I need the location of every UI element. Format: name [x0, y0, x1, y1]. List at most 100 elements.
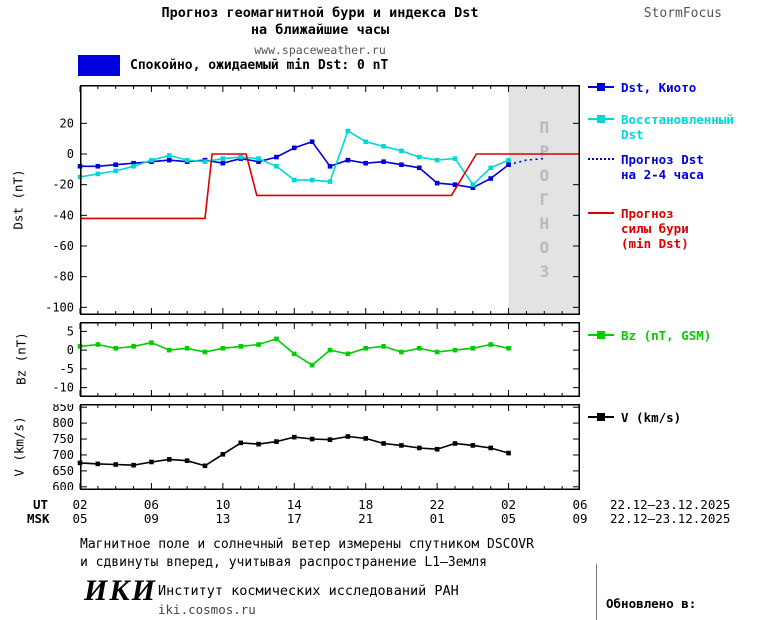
v-marker	[220, 452, 226, 457]
y-tick-label: -80	[52, 270, 74, 284]
bz-marker	[184, 345, 190, 351]
dst-kyoto-marker	[256, 159, 261, 164]
bz-marker	[202, 349, 208, 355]
v-marker	[274, 439, 279, 444]
plot-border	[80, 322, 580, 397]
forecast-band	[508, 86, 579, 314]
stormfocus-brand: StormFocus	[643, 6, 722, 21]
v-marker	[345, 434, 351, 439]
v-marker	[184, 458, 190, 463]
ut-date-range: 22.12–23.12.2025	[610, 497, 731, 512]
status-color-swatch	[78, 55, 120, 76]
bz-marker	[452, 347, 458, 353]
v-line	[79, 435, 509, 467]
dst-restored-marker	[220, 156, 226, 161]
bz-marker	[506, 345, 511, 351]
legend-label: Прогноз Dst	[621, 152, 704, 167]
v-marker	[95, 461, 101, 467]
dst-restored-marker	[345, 128, 351, 134]
y-tick-label: 5	[67, 324, 74, 338]
legend-dst-kyoto: Dst, Киото	[588, 80, 696, 95]
bz-marker	[149, 340, 154, 345]
legend-label: Bz (nT, GSM)	[621, 328, 712, 343]
bz-marker	[470, 345, 476, 351]
x-tick-label: 06	[572, 497, 588, 512]
dst-restored-marker	[434, 157, 440, 163]
dst-kyoto-marker	[488, 176, 494, 181]
v-marker	[202, 463, 208, 469]
x-tick-label: 13	[215, 511, 231, 526]
x-tick-label: 22	[429, 497, 445, 512]
bz-marker	[381, 344, 386, 349]
dst-restored-marker	[274, 163, 279, 169]
v-marker	[166, 457, 172, 462]
bz-marker	[113, 345, 119, 351]
dst-kyoto-marker	[470, 185, 476, 191]
status-text: Спокойно, ожидаемый min Dst: 0 nT	[130, 58, 389, 73]
dst-restored-marker	[166, 153, 172, 158]
legend-label: силы бури	[621, 221, 689, 236]
bz-legend-marker	[588, 329, 614, 342]
v-marker	[506, 450, 511, 456]
bz-marker	[363, 345, 369, 351]
dst-restored-marker	[131, 163, 136, 169]
bz-marker	[488, 342, 494, 347]
bz-marker	[166, 347, 172, 353]
v-axis-label: V (km/s)	[11, 416, 27, 477]
x-tick-label: 09	[572, 511, 588, 526]
dst-restored-legend-marker	[588, 113, 614, 126]
dst-restored-marker	[399, 148, 404, 154]
legend-label: Прогноз	[621, 206, 674, 221]
bz-marker	[291, 351, 297, 357]
v-marker	[434, 446, 440, 452]
y-tick-label: 700	[52, 448, 74, 462]
v-marker	[416, 445, 422, 451]
v-marker	[488, 445, 494, 451]
msk-axis-name: MSK	[27, 511, 50, 526]
v-marker	[131, 462, 136, 468]
dst-kyoto-marker	[274, 154, 279, 160]
institute-name: Институт космических исследований РАН	[158, 583, 459, 599]
bz-marker	[345, 351, 351, 357]
dst-kyoto-marker	[434, 180, 440, 186]
msk-axis-row: MSK 22.12–23.12.2025 05 09 13 17 21 01 05 09	[0, 511, 760, 526]
dst-forecast-line	[508, 157, 545, 166]
x-tick-label: 18	[358, 497, 374, 512]
v-marker	[149, 459, 154, 465]
msk-date-range: 22.12–23.12.2025	[610, 511, 731, 526]
bz-marker	[416, 345, 422, 351]
y-tick-label: 600	[52, 480, 74, 490]
dst-kyoto-marker	[399, 162, 404, 168]
v-marker	[381, 441, 386, 446]
page-title: Прогноз геомагнитной бури и индекса Dst …	[90, 5, 550, 58]
iki-url-link[interactable]: iki.cosmos.ru	[158, 602, 256, 617]
bz-marker	[131, 344, 136, 349]
dst-restored-marker	[363, 139, 369, 145]
y-tick-label: -60	[52, 239, 74, 253]
dst-restored-marker	[291, 177, 297, 183]
dst-kyoto-marker	[291, 145, 297, 151]
spaceweather-link[interactable]: www.spaceweather.ru	[254, 43, 386, 57]
bz-marker	[274, 336, 279, 342]
y-tick-label: -100	[45, 300, 74, 314]
plot-border	[80, 404, 580, 490]
footnote-line-2: и сдвинуты вперед, учитывая распростране…	[80, 555, 487, 570]
dst-kyoto-marker	[95, 163, 101, 169]
y-tick-label: 0	[67, 343, 74, 357]
dst-forecast-legend-marker	[588, 153, 614, 166]
x-tick-label: 14	[286, 497, 302, 512]
dst-restored-marker	[506, 157, 511, 163]
x-tick-label: 02	[501, 497, 517, 512]
legend-label: V (km/s)	[621, 410, 682, 425]
legend-label: Dst	[621, 127, 644, 142]
x-tick-label: 17	[286, 511, 302, 526]
iki-logo: ИКИ	[84, 574, 158, 607]
v-chart: 850 800 750 700 650 600	[35, 400, 581, 494]
dst-kyoto-marker	[452, 182, 458, 187]
status-legend: Спокойно, ожидаемый min Dst: 0 nT	[78, 55, 388, 76]
legend-dst-restored: Восстановленный Dst	[588, 112, 734, 142]
dst-restored-marker	[470, 182, 476, 187]
bz-marker	[238, 344, 244, 349]
y-tick-label: -40	[52, 208, 74, 222]
x-tick-label: 09	[143, 511, 159, 526]
